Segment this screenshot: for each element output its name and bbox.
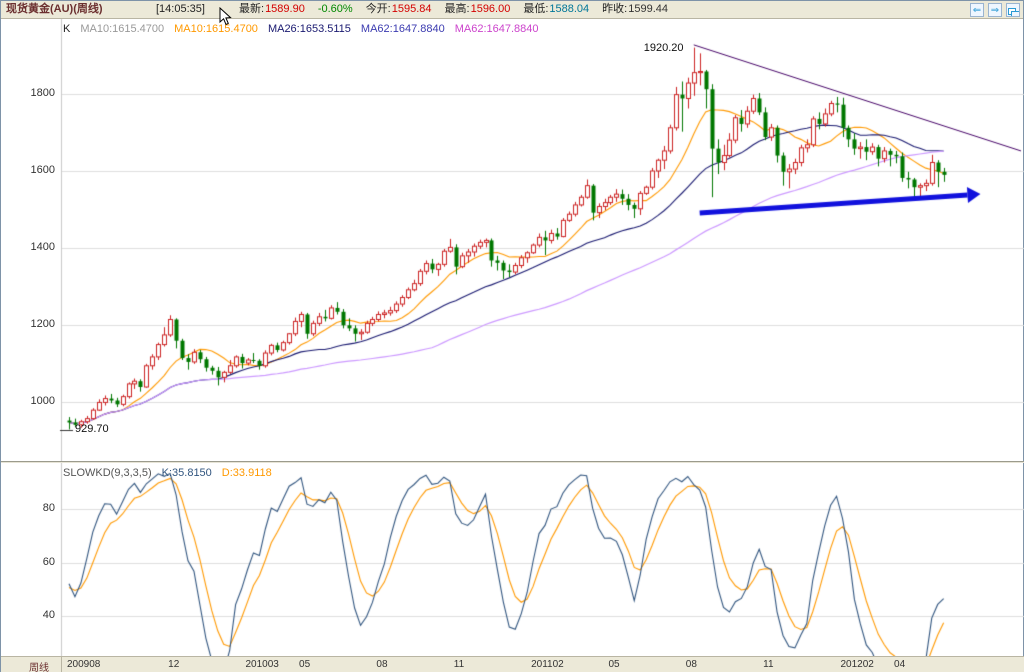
indicator-axis-label: 40: [42, 609, 55, 621]
ma-label: MA62:1647.8840: [360, 23, 445, 35]
time-axis-label: 200908: [67, 659, 101, 670]
ma-label: MA10:1615.4700: [174, 23, 258, 35]
quote-last: 最新: 1589.90: [239, 3, 305, 15]
ma-label: MA10:1615.4700: [80, 23, 165, 35]
window-icon: [1008, 7, 1019, 16]
indicator-panel: 80 60 40 SLOWKD(9,3,3,5) K:35.8150 D:33.9118: [1, 463, 1024, 656]
ma-label: MA26:1653.5115: [267, 23, 351, 35]
slowkd-chart-canvas[interactable]: [1, 463, 1024, 656]
window-layout-button[interactable]: [1006, 3, 1020, 17]
time-axis-label: 201202: [840, 659, 874, 670]
price-axis-label: 1600: [30, 164, 55, 176]
kd-label: D:33.9118: [221, 467, 272, 479]
time-axis-label: 201003: [245, 659, 279, 670]
kd-label: K:35.8150: [161, 467, 212, 479]
axis-divider: [61, 657, 62, 672]
time-axis-label: 08: [376, 659, 388, 670]
quote-low: 最低: 1588.04: [523, 3, 590, 15]
quote-change: -0.60%: [317, 3, 353, 15]
back-button[interactable]: ⇐: [970, 3, 984, 17]
quote-time: [14:05:35]: [156, 3, 205, 15]
time-axis-label: 05: [299, 659, 311, 670]
peak-price-label: 1920.20: [643, 41, 684, 54]
symbol-title: 现货黄金(AU)(周线): [6, 3, 103, 15]
low-price-label: 929.70: [75, 422, 109, 435]
indicator-axis-label: 80: [42, 502, 55, 514]
candlestick-chart-canvas[interactable]: [1, 19, 1024, 461]
kd-label: SLOWKD(9,3,3,5): [63, 467, 152, 479]
mouse-cursor-icon: [219, 7, 232, 26]
period-label: 周线: [29, 663, 49, 672]
price-axis-label: 1000: [30, 395, 55, 408]
time-axis-label: 05: [608, 659, 620, 670]
time-axis-label: 12: [168, 659, 180, 670]
ma-label: MA62:1647.8840: [454, 23, 539, 35]
time-axis-label: 11: [453, 659, 465, 670]
time-axis-label: 201102: [531, 659, 564, 670]
nav-buttons: ⇐ ⇒: [970, 3, 1020, 17]
quote-prev_close: 昨收: 1599.44: [602, 3, 668, 15]
ma-indicator-labels: K MA10:1615.4700 MA10:1615.4700 MA26:1653.5…: [63, 23, 539, 35]
main-chart-panel: 1800 1600 1400 1200 1000 K MA10:1615.4700 MA10…: [1, 19, 1024, 461]
time-axis-label: 08: [685, 659, 697, 670]
forward-arrow-icon: ⇒: [990, 4, 1000, 16]
quote-high: 最高: 1596.00: [444, 3, 511, 15]
time-axis: 周线 200908 12 201003 05 08 11 201102 05 08 11 20120…: [1, 656, 1024, 672]
back-arrow-icon: ⇐: [972, 4, 982, 16]
time-axis-label: 11: [763, 659, 774, 670]
ma-label: K: [63, 23, 71, 35]
quote-fields: 最新: 1589.90 -0.60% 今开: 1595.84 最高: 1596.00 最低: 1…: [239, 1, 668, 18]
price-axis-label: 1400: [30, 241, 55, 254]
price-axis-label: 1800: [30, 86, 55, 99]
forward-button[interactable]: ⇒: [988, 3, 1002, 17]
time-axis-label: 04: [894, 659, 906, 670]
panel-divider: [1, 461, 1024, 463]
price-axis-label: 1200: [30, 318, 55, 331]
slowkd-labels: SLOWKD(9,3,3,5) K:35.8150 D:33.9118: [63, 467, 272, 479]
quote-bar: 现货黄金(AU)(周线) [14:05:35] 最新: 1589.90 -0.60%…: [1, 1, 1023, 19]
quote-open: 今开: 1595.84: [365, 3, 432, 15]
indicator-axis-label: 60: [42, 555, 55, 568]
